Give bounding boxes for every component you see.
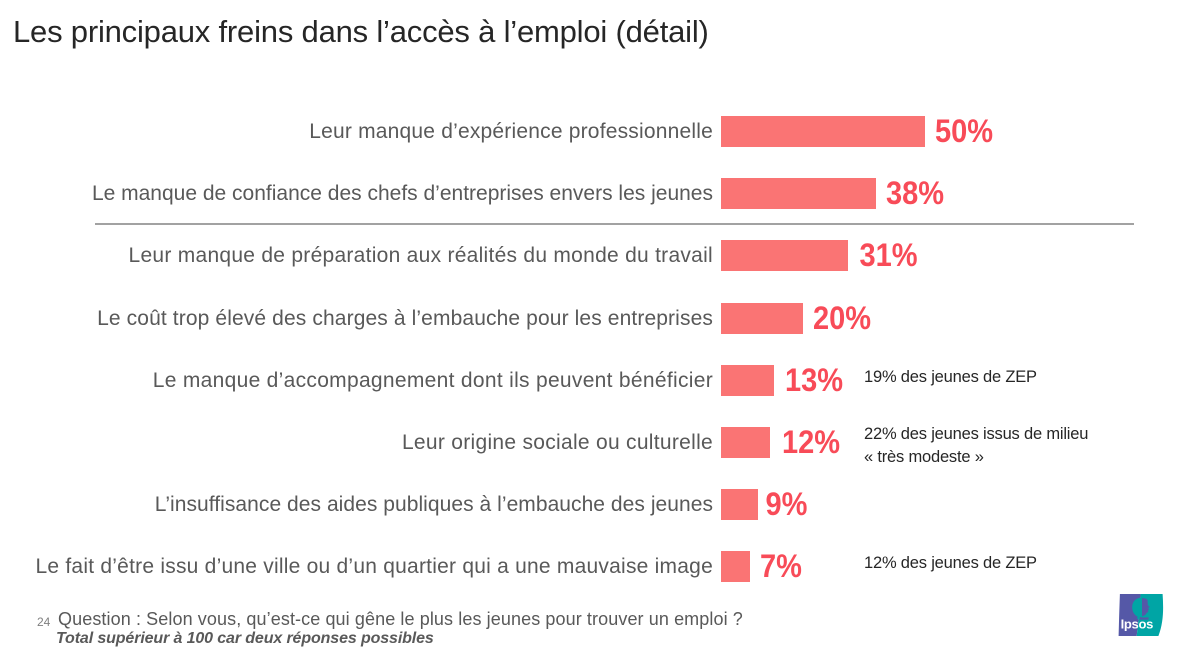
svg-text:Ipsos: Ipsos <box>1121 617 1154 632</box>
